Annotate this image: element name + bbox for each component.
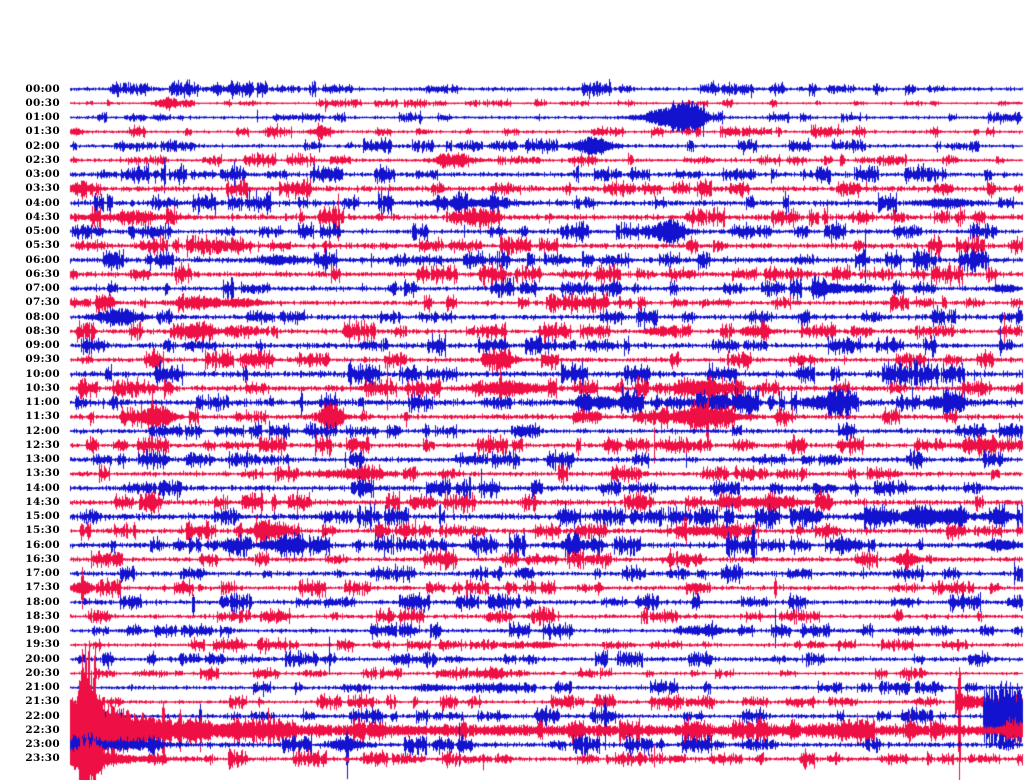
- time-label: 20:00: [25, 652, 60, 665]
- time-label: 02:30: [25, 153, 60, 166]
- time-label: 04:00: [25, 196, 60, 209]
- time-label: 04:30: [25, 210, 60, 223]
- time-label: 23:30: [25, 752, 60, 765]
- time-label: 14:00: [25, 481, 60, 494]
- time-label: 07:00: [25, 282, 60, 295]
- time-label: 21:00: [25, 681, 60, 694]
- time-label: 17:30: [25, 581, 60, 594]
- time-label: 07:30: [25, 296, 60, 309]
- time-label: 12:30: [25, 438, 60, 451]
- time-label: 03:00: [25, 168, 60, 181]
- time-label: 15:00: [25, 510, 60, 523]
- time-label: 12:00: [25, 424, 60, 437]
- time-label: 10:00: [25, 367, 60, 380]
- time-label: 08:00: [25, 310, 60, 323]
- time-label: 05:00: [25, 225, 60, 238]
- time-label: 13:30: [25, 467, 60, 480]
- time-label: 11:30: [25, 410, 60, 423]
- time-label: 01:00: [25, 111, 60, 123]
- time-label: 09:30: [25, 353, 60, 366]
- time-label: 05:30: [25, 239, 60, 252]
- time-label: 17:00: [25, 567, 60, 580]
- time-label: 02:00: [25, 139, 60, 152]
- time-label: 09:00: [25, 339, 60, 352]
- time-label: 00:30: [25, 96, 60, 109]
- time-label: 11:00: [25, 396, 60, 409]
- time-label: 21:30: [25, 695, 60, 708]
- time-label: 18:00: [25, 595, 60, 608]
- time-label: 22:30: [25, 723, 60, 736]
- time-label: 18:30: [25, 609, 60, 622]
- time-label: 00:00: [25, 82, 60, 95]
- time-label: 16:30: [25, 552, 60, 565]
- time-label: 06:00: [25, 253, 60, 266]
- time-label: 10:30: [25, 381, 60, 394]
- time-label: 03:30: [25, 182, 60, 195]
- time-label: 19:30: [25, 638, 60, 651]
- time-label: 23:00: [25, 738, 60, 751]
- time-label: 08:30: [25, 324, 60, 337]
- time-label: 15:30: [25, 524, 60, 537]
- time-label: 16:00: [25, 538, 60, 551]
- time-label: 13:00: [25, 453, 60, 466]
- time-label: 20:30: [25, 666, 60, 679]
- time-label: 14:30: [25, 495, 60, 508]
- time-label: 22:00: [25, 709, 60, 722]
- time-label: 06:30: [25, 267, 60, 280]
- time-label: 01:30: [25, 125, 60, 138]
- time-label: 19:00: [25, 624, 60, 637]
